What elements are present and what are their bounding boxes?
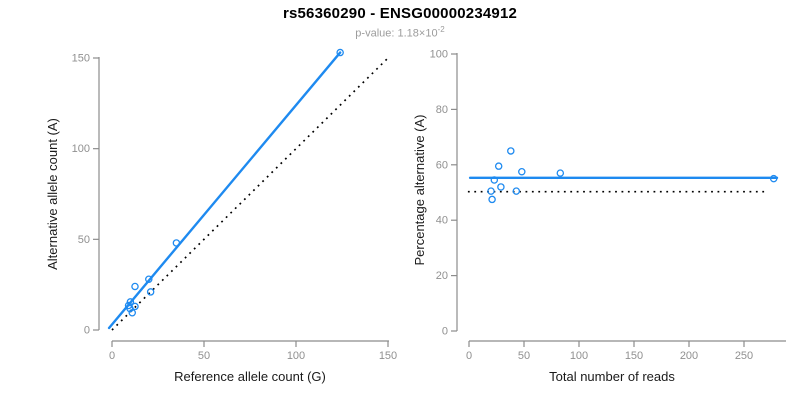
- y-tick-label: 80: [436, 104, 448, 116]
- y-tick-label: 60: [436, 159, 448, 171]
- x-tick-label: 250: [735, 350, 753, 362]
- x-tick-label: 0: [466, 350, 472, 362]
- left-yaxis-label: Alternative allele count (A): [45, 118, 60, 270]
- data-point: [487, 187, 495, 195]
- y-tick-label: 20: [436, 270, 448, 282]
- reference-dotted-line: [111, 57, 389, 331]
- figure-title: rs56360290 - ENSG00000234912: [282, 5, 518, 22]
- x-tick-label: 50: [198, 350, 210, 362]
- data-point: [131, 282, 139, 291]
- y-tick-label: 40: [436, 215, 448, 227]
- data-point: [512, 187, 521, 195]
- fit-line: [107, 51, 342, 330]
- y-tick-label: 0: [84, 325, 90, 337]
- data-point: [126, 304, 134, 313]
- y-tick-label: 50: [78, 234, 90, 246]
- right-scatter-panel: 0 20 40 60 80 100 0 50 100 150 200 250: [430, 49, 786, 362]
- data-point: [145, 275, 153, 283]
- data-point: [507, 147, 515, 155]
- y-tick-label: 150: [72, 53, 90, 65]
- left-scatter-panel: 0 50 100 150 0 50 100 150: [72, 48, 397, 362]
- x-tick-label: 50: [518, 350, 530, 362]
- data-point: [769, 174, 778, 183]
- data-point: [518, 167, 526, 176]
- data-point: [336, 48, 344, 57]
- data-point: [556, 169, 565, 177]
- y-tick-label: 100: [430, 49, 448, 61]
- right-yaxis-label: Percentage alternative (A): [412, 114, 427, 265]
- pvalue-exponent: -2: [437, 25, 445, 34]
- x-tick-label: 150: [379, 350, 397, 362]
- data-point: [488, 195, 496, 204]
- left-xaxis-label: Reference allele count (G): [174, 369, 326, 384]
- data-point: [128, 309, 136, 317]
- x-tick-label: 200: [680, 350, 698, 362]
- x-tick-label: 150: [625, 350, 643, 362]
- figure-subtitle: p-value: 1.18×10-2: [0, 25, 800, 40]
- y-tick-label: 0: [442, 326, 448, 338]
- x-tick-label: 0: [109, 350, 115, 362]
- data-point: [497, 183, 505, 191]
- right-xaxis-label: Total number of reads: [549, 369, 675, 384]
- data-point: [494, 162, 503, 170]
- data-point: [172, 239, 181, 247]
- x-tick-label: 100: [287, 350, 305, 362]
- x-tick-label: 100: [570, 350, 588, 362]
- data-point: [490, 176, 499, 184]
- y-tick-label: 100: [72, 143, 90, 155]
- pvalue-text: p-value: 1.18×10: [355, 27, 438, 40]
- data-point: [146, 288, 155, 296]
